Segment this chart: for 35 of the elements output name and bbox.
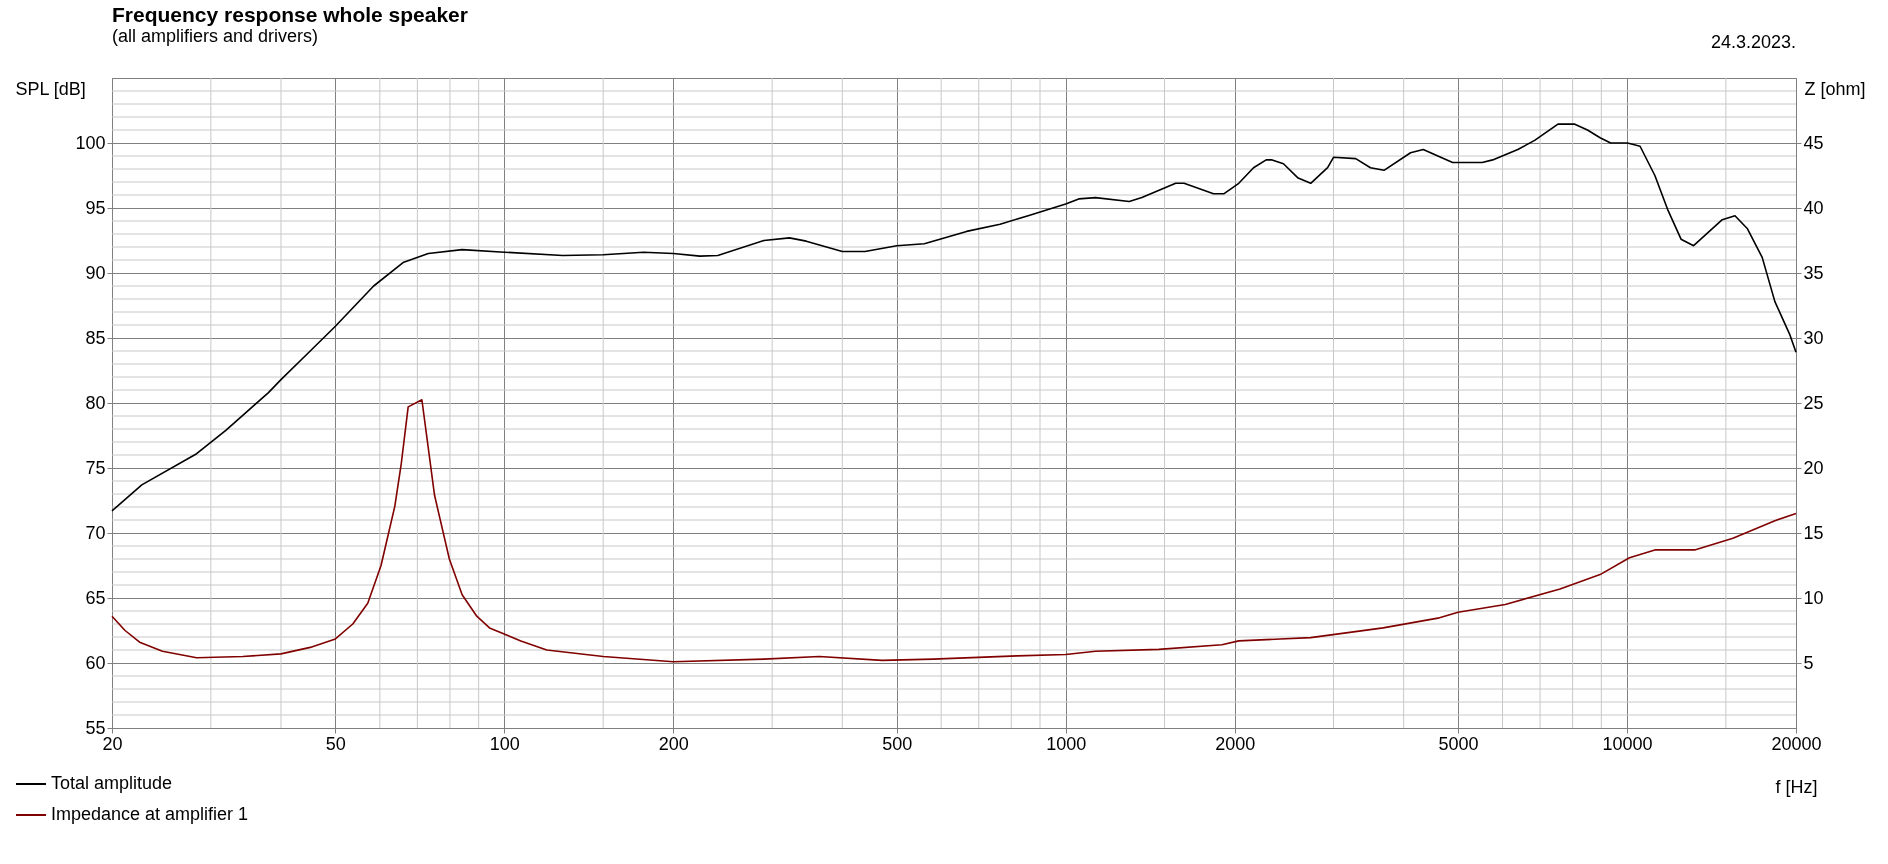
y2-tick-label: 5: [1803, 652, 1814, 673]
y2-tick-label: 15: [1803, 522, 1824, 543]
y2-tick-label: 35: [1803, 262, 1824, 283]
y-tick-label: 60: [85, 652, 106, 673]
y-tick-label: 75: [85, 457, 106, 478]
legend-label: Total amplitude: [51, 773, 173, 793]
x-tick-label: 10000: [1602, 733, 1653, 754]
y2-tick-label: 40: [1803, 197, 1824, 218]
y-tick-label: 100: [75, 132, 106, 153]
x-tick-label: 2000: [1215, 733, 1256, 754]
y2-tick-label: 45: [1803, 132, 1824, 153]
x-tick-label: 20000: [1771, 733, 1822, 754]
y-tick-label: 95: [85, 197, 106, 218]
x-tick-label: 50: [325, 733, 346, 754]
y2-tick-label: 20: [1803, 457, 1824, 478]
text: 24.3.2023.: [1710, 32, 1796, 52]
y2-tick-label: 10: [1803, 587, 1824, 608]
y-tick-label: 80: [85, 392, 106, 413]
chart-subtitle: (all amplifiers and drivers): [112, 26, 319, 46]
y-tick-label: 90: [85, 262, 106, 283]
y2-tick-label: 30: [1803, 327, 1824, 348]
x-tick-label: 500: [882, 733, 913, 754]
y-tick-label: 85: [85, 327, 106, 348]
y2-axis-title: Z [ohm]: [1804, 78, 1866, 99]
x-tick-label: 200: [658, 733, 689, 754]
x-tick-label: 1000: [1046, 733, 1087, 754]
x-axis-title: f [Hz]: [1775, 776, 1818, 797]
x-tick-label: 100: [489, 733, 520, 754]
chart-title: Frequency response whole speaker: [112, 3, 468, 26]
y-axis-title: SPL [dB]: [15, 78, 86, 99]
x-tick-label: 5000: [1438, 733, 1479, 754]
y-tick-label: 70: [85, 522, 106, 543]
y2-tick-label: 25: [1803, 392, 1824, 413]
y-tick-label: 65: [85, 587, 106, 608]
legend-label: Impedance at amplifier 1: [51, 804, 249, 824]
